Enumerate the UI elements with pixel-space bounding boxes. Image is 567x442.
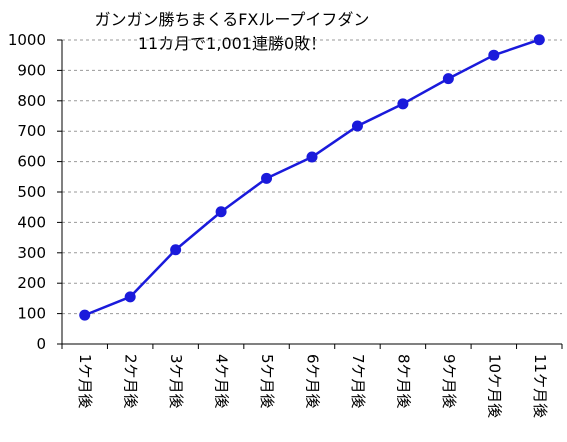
y-tick-label: 300 <box>17 244 46 262</box>
y-tick-label: 900 <box>17 61 46 79</box>
chart-title-line-2: 11カ月で1,001連勝0敗！ <box>138 34 326 53</box>
y-tick-label: 200 <box>17 274 46 292</box>
y-tick-label: 400 <box>17 213 46 231</box>
data-point <box>215 206 227 218</box>
data-point <box>306 151 318 163</box>
x-tick-label: 11ケ月後 <box>531 354 549 418</box>
y-axis-ticks: 0 100 200 300 400 500 600 700 800 900 1000 <box>8 31 62 353</box>
x-tick-label: 2ケ月後 <box>122 354 140 409</box>
data-point <box>170 244 182 256</box>
series-line <box>84 38 540 317</box>
gridlines <box>62 39 562 315</box>
x-tick-label: 7ケ月後 <box>349 354 367 409</box>
y-tick-label: 100 <box>17 305 46 323</box>
x-tick-label: 9ケ月後 <box>440 354 458 409</box>
data-point <box>124 291 136 303</box>
data-point <box>261 172 273 184</box>
data-series <box>79 34 545 321</box>
data-point <box>488 49 500 61</box>
data-point <box>442 73 454 85</box>
y-tick-label: 600 <box>17 153 46 171</box>
x-axis-ticks: 1ケ月後 2ケ月後 3ケ月後 4ケ月後 5ケ月後 6ケ月後 7ケ月後 8ケ月後 9ケ月後 10ケ月… <box>61 344 563 418</box>
x-tick-label: 6ケ月後 <box>304 354 322 409</box>
x-tick-label: 5ケ月後 <box>258 354 276 409</box>
chart-title-line-1: ガンガン勝ちまくるFXループイフダン <box>95 10 370 29</box>
data-point <box>397 98 409 110</box>
y-tick-label: 0 <box>36 335 46 353</box>
data-point <box>79 309 91 321</box>
x-tick-label: 10ケ月後 <box>485 354 503 418</box>
y-tick-label: 700 <box>17 122 46 140</box>
x-tick-label: 3ケ月後 <box>167 354 185 409</box>
y-tick-label: 500 <box>17 183 46 201</box>
x-tick-label: 1ケ月後 <box>76 354 94 409</box>
x-tick-label: 4ケ月後 <box>213 354 231 409</box>
y-tick-label: 800 <box>17 92 46 110</box>
x-tick-label: 8ケ月後 <box>394 354 412 409</box>
y-tick-label: 1000 <box>8 31 46 49</box>
data-point <box>533 34 545 46</box>
data-point <box>351 120 363 132</box>
